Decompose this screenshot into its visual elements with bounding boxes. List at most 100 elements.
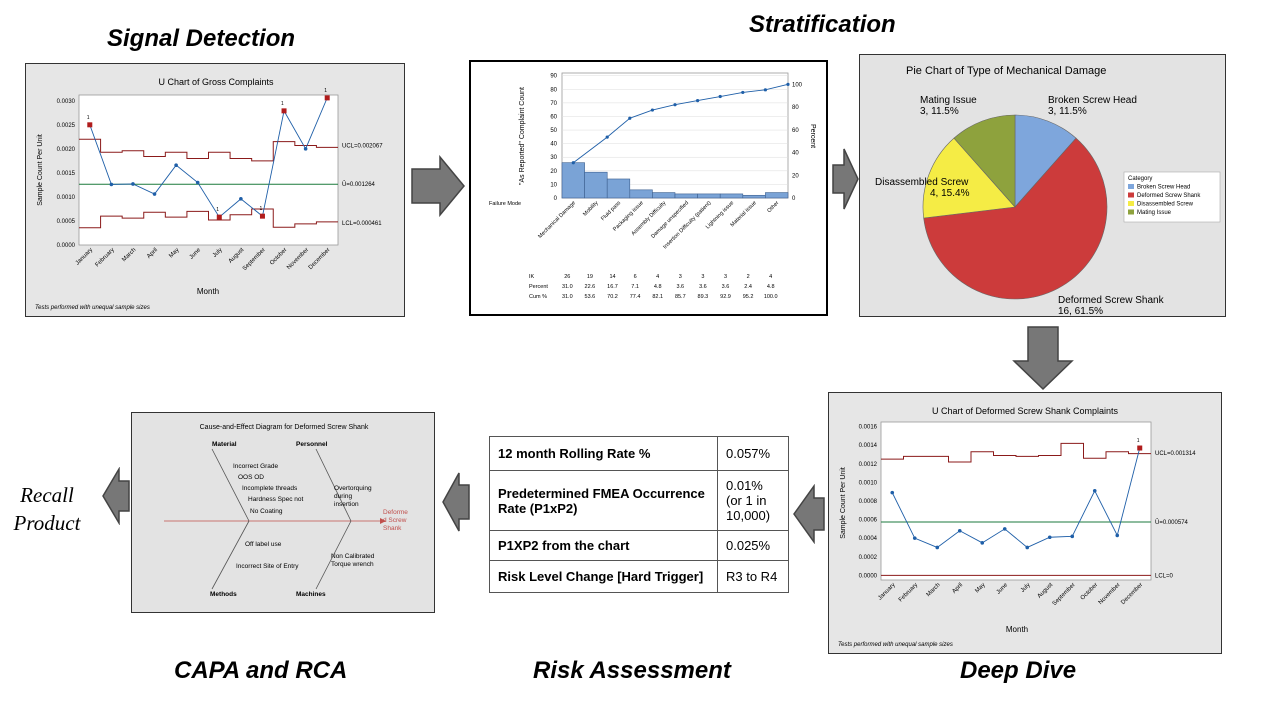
cumulative-point [605, 135, 609, 139]
chart-title: U Chart of Deformed Screw Shank Complain… [932, 406, 1119, 416]
bar [652, 192, 676, 199]
recall-line-1: Recall [20, 483, 74, 507]
table-row: P1XP2 from the chart 0.025% [489, 530, 789, 561]
series-line [89, 97, 328, 218]
pie-slice [922, 137, 1016, 219]
bar [674, 193, 698, 199]
table-cell: 22.6 [585, 284, 596, 290]
bar [606, 178, 631, 199]
x-tick-label: September [242, 247, 267, 272]
arrow-left-icon [102, 467, 130, 525]
table-row: Predetermined FMEA Occurrence Rate (P1xP… [489, 470, 789, 531]
y-tick-label: 0.0000 [859, 573, 878, 579]
cumulative-point [673, 103, 677, 107]
slice-value: 16, 61.5% [1058, 306, 1103, 317]
cause-material: OOS OD [238, 474, 264, 481]
y-right-tick-label: 60 [792, 128, 799, 134]
flag-label: 1 [281, 101, 284, 107]
effect-label: Deforme [383, 509, 408, 516]
table-cell: 6 [634, 274, 637, 280]
table-cell: 100.0 [764, 294, 778, 300]
risk-label: Risk Level Change [Hard Trigger] [489, 560, 718, 593]
flagged-point [87, 122, 93, 128]
table-cell: 4 [769, 274, 772, 280]
y-right-tick-label: 0 [792, 196, 796, 202]
bar [697, 193, 721, 199]
cause-material: Incorrect Grade [233, 463, 279, 470]
spine-arrowhead [380, 518, 386, 524]
risk-label: Predetermined FMEA Occurrence Rate (P1xP… [489, 470, 718, 531]
x-tick-label: December [1120, 582, 1144, 606]
table-row-label: Cum % [529, 294, 547, 300]
u-chart-deep: U Chart of Deformed Screw Shank Complain… [838, 406, 1196, 648]
flagged-point [216, 214, 222, 220]
cause-machines: Torque wrench [331, 561, 374, 568]
cumulative-point [718, 94, 722, 99]
legend-entry: Broken Screw Head [1137, 185, 1190, 191]
x-tick-label: February [95, 247, 116, 268]
table-cell: 4.8 [654, 284, 662, 290]
flag-label: 1 [259, 206, 262, 212]
flagged-point [1137, 445, 1143, 451]
bone-material [211, 448, 250, 522]
x-tick-label: November [1098, 582, 1122, 606]
flag-label: 1 [1137, 438, 1140, 444]
ucl-line [881, 442, 1151, 463]
arrow-left-icon [793, 484, 825, 544]
fishbone-diagram: Cause-and-Effect Diagram for Deformed Sc… [164, 424, 408, 598]
x-tick-label: July [1020, 582, 1032, 594]
x-tick-label: March [121, 247, 137, 263]
slice-name: Broken Screw Head [1048, 95, 1137, 106]
y-right-tick-label: 20 [792, 173, 799, 179]
y-axis-label: "As Reported" Complaint Count [519, 87, 526, 185]
y-axis-label: Sample Count Per Unit [37, 134, 44, 206]
bone-personnel [315, 448, 352, 522]
data-point [152, 192, 157, 196]
cause-personnel: Overtorquing [334, 485, 372, 492]
cause-machines: Non Calibrated [331, 553, 375, 560]
bar [719, 193, 744, 199]
cumulative-line [573, 83, 789, 164]
u-chart-gross-panel: U Chart of Gross Complaints 0.0030 0.0025 0… [25, 63, 405, 317]
y-tick-label: 0.0006 [859, 518, 878, 524]
data-point [195, 180, 200, 185]
y-tick-label: 70 [550, 101, 557, 107]
table-cell: 14 [609, 274, 615, 280]
x-tick-label: April [146, 247, 159, 260]
footnote: Tests performed with unequal sample size… [838, 642, 953, 648]
table-row: Risk Level Change [Hard Trigger] R3 to R… [489, 560, 789, 593]
y-tick-label: 60 [550, 114, 557, 120]
y-tick-label: 0.0015 [57, 171, 76, 177]
arrow-right-icon [411, 155, 465, 217]
bar [629, 189, 653, 199]
x-tick-label: June [996, 582, 1010, 596]
legend-swatch [1128, 192, 1134, 198]
x-axis-label: Month [197, 287, 219, 296]
cause-material: Hardness Spec not [248, 496, 303, 503]
y-tick-label: 0.0020 [57, 147, 76, 153]
x-tick-label: Fluid pass [600, 200, 622, 222]
data-point [131, 182, 135, 186]
table-cell: 82.1 [652, 294, 663, 300]
data-point [1025, 545, 1030, 550]
u-chart-deep-panel: U Chart of Deformed Screw Shank Complain… [828, 392, 1222, 654]
series-line [891, 447, 1141, 548]
y-tick-label: 0.0014 [859, 443, 878, 449]
category-methods: Methods [210, 591, 237, 598]
lcl-label: LCL=0 [1155, 573, 1174, 579]
risk-label: 12 month Rolling Rate % [489, 436, 718, 471]
data-point [239, 197, 243, 201]
y-tick-label: 20 [550, 169, 557, 175]
legend-entry: Disassembled Screw [1137, 202, 1194, 208]
plot-area [880, 421, 1152, 581]
table-cell: 3.6 [676, 284, 684, 290]
pareto-panel: 90 80 70 60 50 40 30 20 10 0 100 80 60 40 20 0 "As Repor… [469, 60, 828, 316]
x-tick-label: Mechanical Damage [537, 200, 577, 240]
y-tick-label: 0.0000 [57, 243, 76, 249]
x-tick-label: October [1080, 582, 1099, 601]
table-cell: 3 [679, 274, 682, 280]
x-tick-label: April [951, 582, 964, 595]
y-tick-label: 0.0008 [859, 499, 878, 505]
footnote: Tests performed with unequal sample size… [35, 305, 150, 311]
legend-swatch [1128, 209, 1134, 215]
